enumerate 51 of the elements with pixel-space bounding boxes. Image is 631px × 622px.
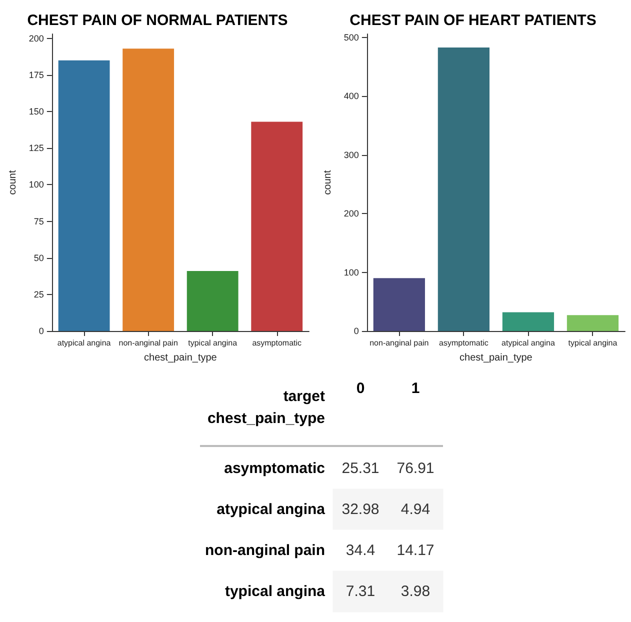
x-tick-label: non-anginal pain bbox=[118, 338, 178, 348]
y-tick-label: 25 bbox=[34, 289, 44, 300]
bar bbox=[502, 312, 554, 331]
y-tick-label: 150 bbox=[28, 106, 44, 117]
x-tick-label: typical angina bbox=[188, 338, 238, 348]
y-tick-label: 0 bbox=[38, 326, 44, 336]
data-label: 34.4 bbox=[346, 542, 376, 559]
y-tick-label: typical angina bbox=[224, 583, 326, 600]
y-tick-label: 0 bbox=[354, 326, 359, 336]
bar bbox=[566, 315, 619, 331]
bar bbox=[122, 48, 174, 331]
y-tick-label: 50 bbox=[34, 252, 44, 263]
y-tick-label: 400 bbox=[344, 91, 359, 102]
bar bbox=[186, 271, 238, 331]
bar bbox=[438, 48, 490, 331]
y-tick-label: 500 bbox=[344, 32, 359, 43]
y-tick-label: 100 bbox=[28, 180, 44, 190]
y-tick-label: 100 bbox=[344, 267, 359, 278]
x-axis-title: target bbox=[283, 388, 325, 405]
y-axis-title: count bbox=[8, 170, 18, 195]
x-tick-label: asymptomatic bbox=[439, 338, 488, 348]
data-label: 32.98 bbox=[342, 501, 380, 518]
x-tick-label: atypical angina bbox=[502, 338, 556, 348]
x-tick-label: 1 bbox=[411, 380, 420, 397]
y-tick-label: asymptomatic bbox=[224, 460, 325, 477]
chart-title: CHEST PAIN OF HEART PATIENTS bbox=[350, 12, 596, 29]
data-label: 76.91 bbox=[396, 460, 434, 477]
x-tick-label: typical angina bbox=[568, 338, 618, 348]
data-label: 7.31 bbox=[346, 583, 376, 600]
data-label: 25.31 bbox=[342, 460, 380, 477]
y-tick-label: 200 bbox=[344, 208, 359, 219]
x-axis-title: chest_pain_type bbox=[144, 352, 218, 364]
x-tick-label: atypical angina bbox=[57, 338, 112, 348]
data-label: 3.98 bbox=[400, 583, 430, 600]
y-tick-label: 175 bbox=[28, 70, 44, 80]
chart-title: CHEST PAIN OF NORMAL PATIENTS bbox=[27, 12, 288, 29]
y-tick-label: non-anginal pain bbox=[205, 542, 325, 559]
y-axis-title: count bbox=[322, 170, 334, 195]
bar bbox=[251, 122, 303, 331]
x-axis-title: chest_pain_type bbox=[460, 352, 533, 364]
data-label: 4.94 bbox=[400, 501, 430, 518]
x-tick-label: non-anginal pain bbox=[370, 338, 429, 348]
y-tick-label: atypical angina bbox=[216, 501, 326, 518]
bar bbox=[58, 60, 110, 331]
y-tick-label: 75 bbox=[34, 216, 44, 226]
y-tick-label: 125 bbox=[28, 143, 44, 154]
data-label: 14.17 bbox=[396, 542, 434, 559]
bar bbox=[373, 278, 425, 331]
y-tick-label: 200 bbox=[28, 33, 44, 44]
y-axis-title: chest_pain_type bbox=[207, 410, 325, 427]
y-tick-label: 300 bbox=[344, 150, 359, 160]
